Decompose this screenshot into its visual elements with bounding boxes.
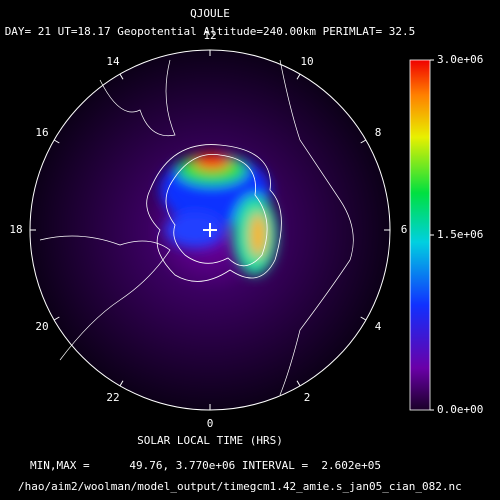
pole-marker: [203, 223, 217, 237]
file-path: /hao/aim2/woolman/model_output/timegcm1.…: [18, 480, 462, 493]
hour-tick: [360, 316, 367, 321]
hour-label: 4: [375, 320, 382, 333]
hour-label: 2: [304, 391, 311, 404]
min-max: MIN,MAX = 49.76, 3.770e+06 INTERVAL = 2.…: [30, 459, 381, 472]
colorbar-label: 1.5e+06: [437, 228, 483, 241]
hour-label: 18: [9, 223, 22, 236]
coastlines: [39, 59, 354, 396]
hour-label: 20: [35, 320, 48, 333]
colorbar-label: 3.0e+06: [437, 53, 483, 66]
hour-tick: [296, 380, 301, 387]
x-axis-label: SOLAR LOCAL TIME (HRS): [137, 434, 283, 447]
hour-tick: [119, 73, 124, 80]
hour-label: 22: [106, 391, 119, 404]
hour-tick: [53, 139, 60, 144]
contours: [146, 144, 282, 282]
hour-label: 8: [375, 126, 382, 139]
colorbar: [409, 59, 431, 411]
heating-pattern: [160, 154, 277, 275]
hour-tick: [53, 316, 60, 321]
hour-tick: [360, 139, 367, 144]
hour-label: 10: [300, 55, 313, 68]
hour-label: 16: [35, 126, 48, 139]
hour-label: 0: [207, 417, 214, 430]
subtitle: DAY= 21 UT=18.17 Geopotential Altitude=2…: [5, 25, 416, 38]
hour-label: 14: [106, 55, 120, 68]
title: QJOULE: [190, 7, 230, 20]
colorbar-label: 0.0e+00: [437, 403, 483, 416]
hour-label: 12: [203, 29, 216, 42]
hour-label: 6: [401, 223, 408, 236]
hour-tick: [119, 380, 124, 387]
hour-tick: [296, 73, 301, 80]
